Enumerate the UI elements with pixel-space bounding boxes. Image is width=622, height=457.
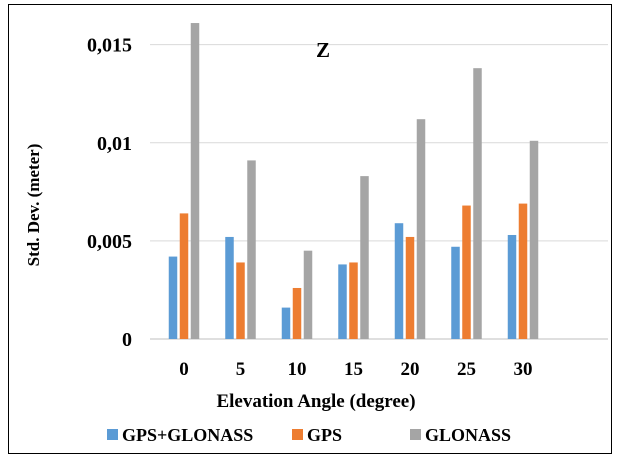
legend-label: GLONASS: [425, 425, 511, 445]
gridlines: [150, 44, 608, 340]
x-tick-label: 20: [401, 359, 420, 380]
legend-swatch: [107, 429, 118, 440]
bar: [462, 205, 471, 339]
bar: [529, 140, 539, 339]
x-tick-label: 15: [344, 359, 363, 380]
bar: [303, 250, 313, 339]
bar: [247, 160, 256, 339]
legend-swatch: [410, 429, 421, 440]
y-tick-label: 0: [122, 329, 132, 351]
bar: [416, 119, 426, 339]
bar: [451, 246, 460, 339]
bars: [168, 23, 539, 340]
chart-frame: [8, 4, 612, 454]
x-tick-label: 30: [514, 359, 533, 380]
y-tick-label: 0,005: [87, 231, 132, 253]
chart-title: Z: [316, 38, 330, 62]
bar: [236, 262, 245, 339]
legend-swatch: [292, 429, 303, 440]
bar: [338, 264, 347, 339]
x-tick-labels: 0 5 10 15 20 25 30: [179, 359, 532, 380]
bar: [179, 213, 189, 339]
x-tick-label: 25: [457, 359, 476, 380]
bar: [518, 203, 528, 339]
bar: [394, 223, 404, 339]
bar: [473, 68, 482, 340]
bar: [360, 176, 369, 339]
x-axis-label: Elevation Angle (degree): [216, 391, 415, 412]
y-tick-label: 0,015: [87, 35, 132, 57]
x-tick-label: 0: [179, 359, 189, 380]
legend: GPS+GLONASS GPS GLONASS: [107, 425, 511, 445]
x-tick-label: 5: [236, 359, 246, 380]
bar: [405, 236, 415, 339]
y-tick-labels: 0 0,005 0,01 0,015: [87, 35, 132, 351]
bar: [349, 262, 358, 339]
bar: [292, 287, 302, 339]
bar: [168, 256, 178, 339]
x-tick-label: 10: [288, 359, 307, 380]
bar: [507, 234, 517, 339]
legend-label: GPS: [307, 425, 342, 445]
bar: [281, 307, 291, 339]
bar: [225, 236, 234, 339]
bar: [190, 23, 200, 339]
y-axis-label: Std. Dev. (meter): [24, 144, 43, 267]
legend-label: GPS+GLONASS: [122, 425, 253, 445]
y-tick-label: 0,01: [97, 133, 132, 155]
